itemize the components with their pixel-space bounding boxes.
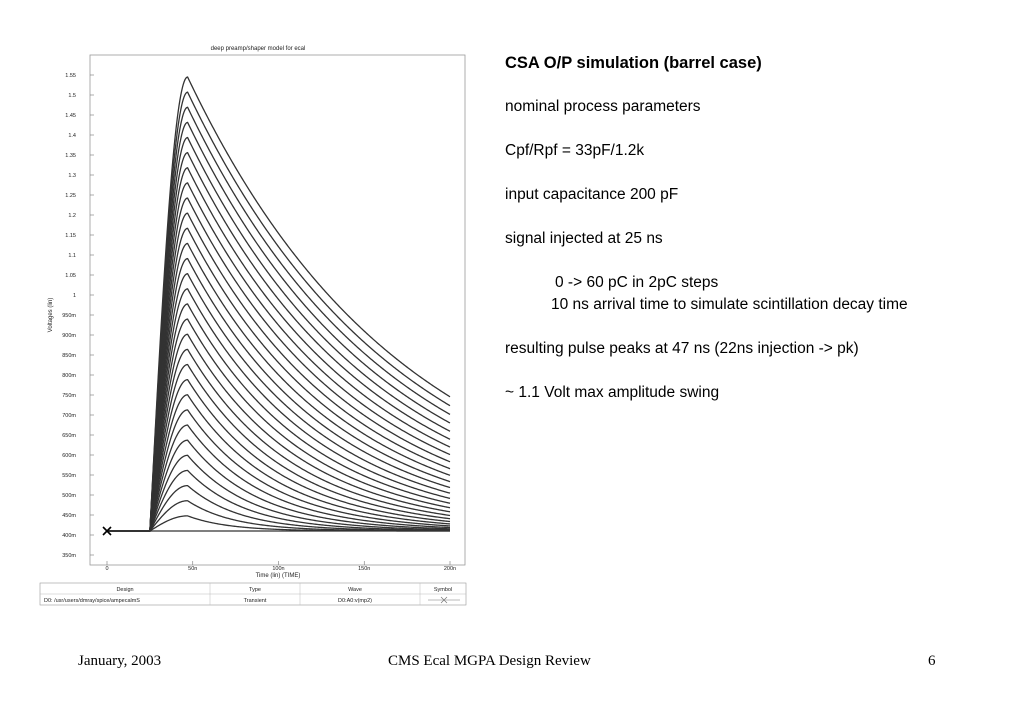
simulation-plot: deep preamp/shaper model for ecal 350m 40… [0, 0, 480, 615]
waveform-curve [107, 363, 451, 532]
waveform-curve [107, 182, 451, 532]
y-tick-label: 400m [62, 533, 76, 539]
x-tick-label: 0 [105, 566, 108, 572]
charge-steps-line: 0 -> 60 pC in 2pC steps [555, 274, 719, 291]
y-tick-label: 900m [62, 333, 76, 339]
y-tick-label: 1.45 [65, 113, 76, 119]
y-tick-label: 1.2 [68, 213, 76, 219]
waveform-curve [107, 424, 451, 532]
y-tick-label: 1.05 [65, 273, 76, 279]
y-tick-label: 1.15 [65, 233, 76, 239]
footer-title: CMS Ecal MGPA Design Review [388, 653, 591, 669]
y-tick-label: 600m [62, 453, 76, 459]
input-capacitance-line: input capacitance 200 pF [505, 186, 679, 203]
legend-design-value: D0: /usr/users/dmray/spice/ampecalmS [44, 598, 140, 604]
y-tick-label: 800m [62, 373, 76, 379]
waveform-curve [107, 439, 451, 532]
waveform-curve [107, 378, 451, 532]
y-tick-label: 1.1 [68, 253, 76, 259]
waveform-curve [107, 212, 451, 532]
y-tick-label: 1.35 [65, 153, 76, 159]
legend-header-symbol: Symbol [434, 587, 452, 593]
legend-header-type: Type [249, 587, 261, 593]
waveform-curve [107, 257, 451, 532]
waveform-curve [107, 333, 451, 532]
legend-header-wave: Wave [348, 587, 362, 593]
peak-line: resulting pulse peaks at 47 ns (22ns inj… [505, 340, 859, 357]
y-tick-label: 950m [62, 313, 76, 319]
legend-symbol-icon [428, 596, 460, 604]
y-tick-label: 1.25 [65, 193, 76, 199]
y-tick-label: 1.5 [68, 93, 76, 99]
plot-frame [89, 54, 466, 566]
y-tick-label: 1.4 [68, 133, 76, 139]
waveform-curve [107, 76, 451, 532]
y-axis: 350m 400m 450m 500m 550m 600m 650m 700m 750m 800m… [62, 73, 94, 559]
waveform-curve [107, 197, 451, 532]
waveform-curve [107, 227, 451, 532]
slide-text: CSA O/P simulation (barrel case) nominal… [505, 52, 1005, 426]
arrival-time-line: 10 ns arrival time to simulate scintilla… [551, 296, 908, 313]
legend-table: Design Type Wave Symbol D0: /usr/users/d… [39, 582, 467, 606]
slide-heading: CSA O/P simulation (barrel case) [505, 54, 762, 72]
process-params-line: nominal process parameters [505, 98, 701, 115]
y-tick-label: 650m [62, 433, 76, 439]
waveform-curve [107, 469, 451, 532]
y-tick-label: 750m [62, 393, 76, 399]
x-axis: 0 50n 100n 150n 200n [105, 561, 456, 572]
waveform-curve [107, 409, 451, 532]
legend-header-design: Design [116, 587, 133, 593]
y-tick-label: 850m [62, 353, 76, 359]
y-tick-label: 1.55 [65, 73, 76, 79]
y-tick-label: 500m [62, 493, 76, 499]
waveform-curve [107, 318, 451, 532]
waveform-curve [107, 303, 451, 532]
legend-type-value: Transient [244, 598, 267, 604]
chart-title: deep preamp/shaper model for ecal [211, 46, 306, 52]
waveform-curve [107, 272, 451, 532]
x-tick-label: 100n [272, 566, 284, 572]
chart-svg: deep preamp/shaper model for ecal 350m 40… [39, 46, 467, 606]
waveform-curve [107, 394, 451, 532]
footer-date: January, 2003 [78, 653, 162, 669]
y-axis-label: Voltages (lin) [48, 298, 54, 333]
cpf-rpf-line: Cpf/Rpf = 33pF/1.2k [505, 142, 645, 159]
x-tick-label: 50n [188, 566, 197, 572]
y-tick-label: 1.3 [68, 173, 76, 179]
x-tick-label: 200n [444, 566, 456, 572]
x-tick-label: 150n [358, 566, 370, 572]
y-tick-label: 700m [62, 413, 76, 419]
footer-page-number: 6 [928, 653, 936, 669]
injection-line: signal injected at 25 ns [505, 230, 663, 247]
y-tick-label: 1 [73, 293, 76, 299]
y-tick-label: 350m [62, 553, 76, 559]
start-marker [102, 526, 112, 536]
waveform-curve [107, 484, 451, 532]
waveform-curve [107, 242, 451, 532]
amplitude-line: ~ 1.1 Volt max amplitude swing [505, 384, 720, 401]
waveform-curves [102, 76, 451, 536]
waveform-curve [107, 454, 451, 532]
y-tick-label: 450m [62, 513, 76, 519]
x-axis-label: Time (lin) (TIME) [256, 573, 301, 579]
legend-wave-value: D0:A0:v(mp2) [338, 598, 372, 604]
waveform-curve [107, 288, 451, 532]
y-tick-label: 550m [62, 473, 76, 479]
waveform-curve [107, 348, 451, 532]
